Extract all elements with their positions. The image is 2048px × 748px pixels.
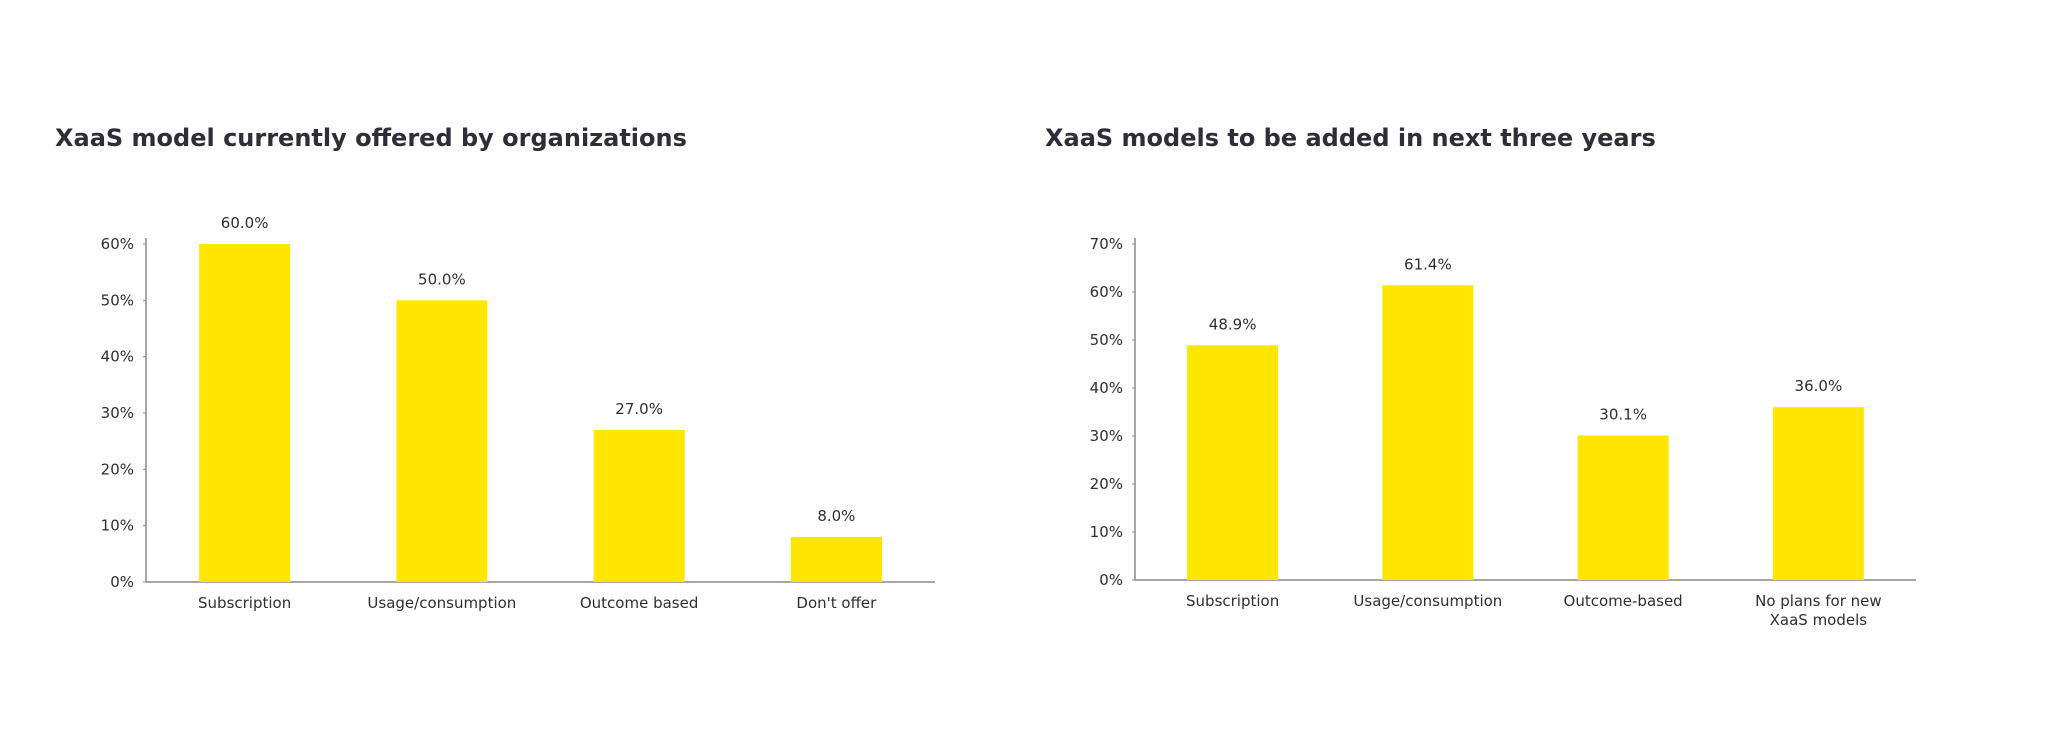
y-tick-label: 10% [101,517,134,535]
x-tick-label: Outcome-based [1564,592,1683,610]
y-tick-label: 60% [1090,283,1123,301]
y-tick-label: 50% [101,291,134,309]
bar [1772,407,1864,580]
bar [593,429,685,582]
value-label: 27.0% [615,400,663,418]
y-tick-label: 20% [1090,475,1123,493]
y-tick-label: 70% [1090,235,1123,253]
y-tick-label: 0% [1099,571,1123,589]
bar [1187,345,1279,580]
bar [396,300,488,582]
value-label: 50.0% [418,270,466,288]
value-label: 61.4% [1404,255,1452,273]
x-tick-label: Usage/consumption [1353,592,1502,610]
value-label: 8.0% [817,507,855,525]
x-tick-label: Subscription [1186,592,1279,610]
x-tick-label: Usage/consumption [367,594,516,612]
y-tick-label: 40% [101,348,134,366]
y-tick-label: 30% [101,404,134,422]
value-label: 48.9% [1209,315,1257,333]
x-tick-label: No plans for new XaaS models [1755,592,1882,629]
x-tick-label: Outcome based [580,594,699,612]
y-tick-label: 10% [1090,523,1123,541]
y-tick-label: 60% [101,235,134,253]
bar [790,536,882,582]
x-tick-label: Subscription [198,594,291,612]
y-tick-label: 30% [1090,427,1123,445]
y-tick-label: 40% [1090,379,1123,397]
bar [1382,285,1474,580]
y-tick-label: 0% [110,573,134,591]
value-label: 36.0% [1795,377,1843,395]
value-label: 30.1% [1599,406,1647,424]
y-tick-label: 20% [101,460,134,478]
chart-title: XaaS model currently offered by organiza… [55,124,687,152]
x-tick-label: Don't offer [796,594,877,612]
y-tick-label: 50% [1090,331,1123,349]
value-label: 60.0% [221,214,269,232]
bar [1577,435,1669,580]
bar [199,244,291,582]
chart-title: XaaS models to be added in next three ye… [1045,124,1656,152]
